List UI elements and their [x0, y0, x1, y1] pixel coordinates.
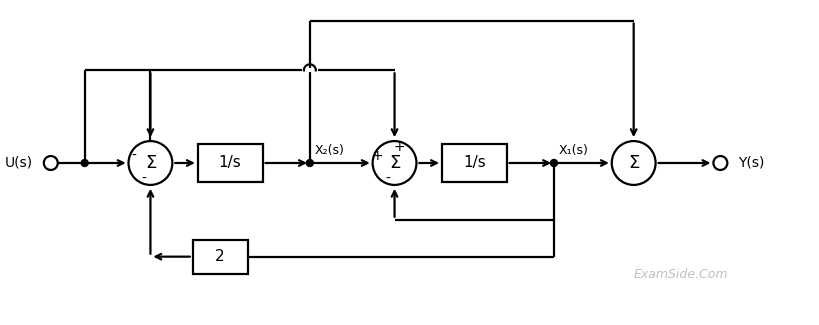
Circle shape [550, 160, 557, 166]
Circle shape [611, 141, 655, 185]
Text: -: - [385, 172, 390, 186]
Circle shape [306, 160, 313, 166]
Text: 2: 2 [215, 249, 224, 264]
Text: ExamSide.Com: ExamSide.Com [632, 268, 727, 281]
Text: -: - [141, 172, 146, 186]
Text: Σ: Σ [627, 154, 639, 172]
Text: Σ: Σ [388, 154, 400, 172]
Circle shape [372, 141, 416, 185]
Text: U(s): U(s) [5, 156, 33, 170]
Text: X₂(s): X₂(s) [314, 144, 344, 157]
Text: +: + [393, 140, 405, 154]
Bar [192, 240, 247, 274]
Bar [441, 144, 506, 182]
Circle shape [81, 160, 88, 166]
Text: X₁(s): X₁(s) [559, 144, 588, 157]
Bar [197, 144, 262, 182]
Text: +: + [371, 149, 383, 163]
Text: Σ: Σ [145, 154, 156, 172]
Circle shape [129, 141, 172, 185]
Text: -: - [131, 149, 136, 163]
Text: Y(s): Y(s) [737, 156, 764, 170]
Text: 1/s: 1/s [462, 155, 485, 171]
Text: 1/s: 1/s [219, 155, 242, 171]
